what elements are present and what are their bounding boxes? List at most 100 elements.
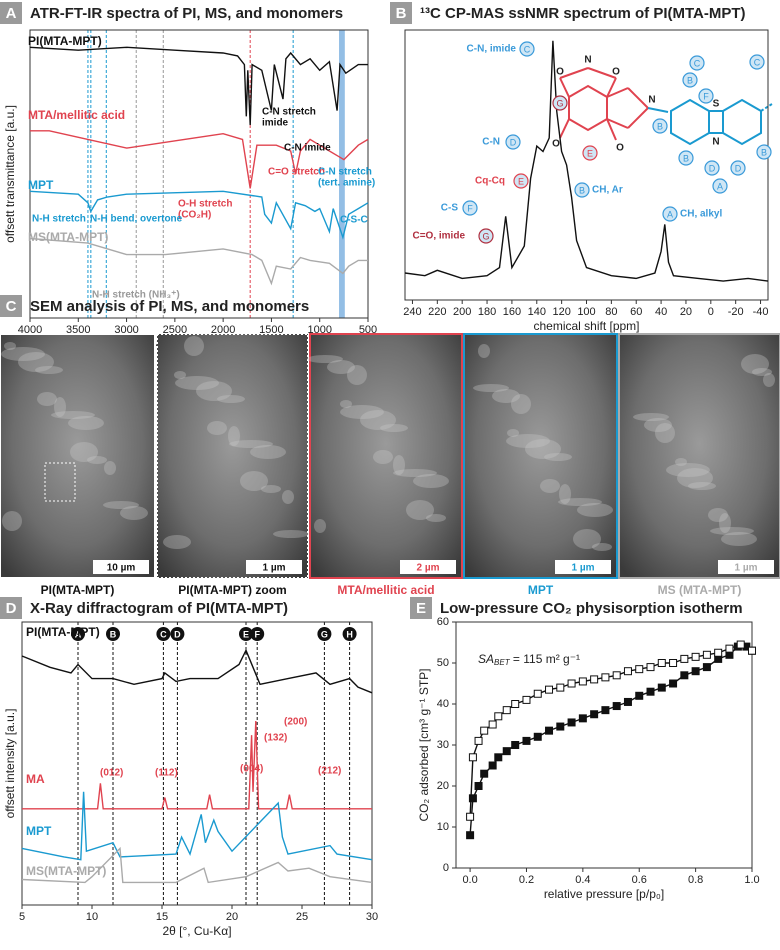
scale-bar-box [93,560,149,574]
data-point [646,663,655,672]
data-point [702,663,711,672]
x-tick-label: 1500 [259,324,283,336]
data-point [545,726,554,735]
x-tick-label: 40 [655,306,667,318]
data-point [669,659,678,667]
series-label: MTA/mellitic acid [28,108,125,122]
sem-texture [174,371,186,379]
x-tick-label: 0 [708,306,714,318]
x-tick-label: 1000 [307,324,331,336]
sem-texture [1,347,45,361]
data-point [567,679,576,688]
x-tick-label: 180 [478,306,496,318]
annotation: C-S-C [340,215,368,226]
structure-circle [689,55,705,71]
data-point [691,667,700,676]
annotation: N-H stretch [32,214,86,225]
sem-texture [68,416,104,430]
structure-circle [582,145,598,161]
sem-texture [229,440,273,448]
x-tick-label: 4000 [18,324,42,336]
annotation: N-H bend, overtone [90,214,183,225]
panel-letter-box [0,2,22,24]
data-point [480,726,489,735]
panel-letter: D [6,600,17,617]
sem-image [463,333,618,579]
label-circle [462,200,478,216]
x-tick-label: 20 [226,911,238,923]
sem-texture [473,384,509,392]
sem-texture [558,498,602,506]
x-tick-label: 20 [680,306,692,318]
data-point [702,650,711,659]
data-point [748,646,756,655]
plot-frame [29,29,369,319]
data-point [468,753,477,762]
sem-texture [393,469,437,477]
sem-texture [511,394,531,414]
sem-texture [340,405,384,419]
data-point [480,769,489,778]
panel-letter: B [396,5,407,22]
sem-texture [507,429,519,437]
sem-texture [544,453,572,461]
data-point [545,685,554,694]
x-tick-label: 100 [577,306,595,318]
annotation: CH, alkyl [680,209,722,220]
x-tick-label: 0.8 [688,874,703,886]
structure-letter: A [717,181,723,191]
panel-letter-box [410,597,432,619]
annotation: N-H stretch (NH₃⁺) [92,290,180,301]
label-circle [574,182,590,198]
sem-texture [688,482,716,490]
x-tick-label: 3500 [66,324,90,336]
data-point [468,794,477,803]
panel-title: SEM analysis of PI, MS, and monomers [30,298,309,315]
x-tick-label: 160 [503,306,521,318]
series-line [21,846,373,884]
peak-marker [342,627,357,641]
structure [559,67,773,146]
annotation: C-S [441,203,459,214]
peak-marker [71,627,85,641]
scale-bar-box [246,560,302,574]
annotation: C-N stretch [262,107,316,118]
data-point [736,640,745,649]
data-point [680,671,689,680]
label-letter: E [518,176,524,186]
sem-texture [677,468,713,488]
label-letter: F [467,203,473,213]
sem-texture [104,461,116,475]
series-label: MPT [26,824,52,838]
x-axis-label: 2θ [°, Cu-Kα] [162,924,231,938]
structure-atom: S [713,99,720,110]
annotation: C-N [482,137,500,148]
sem-texture [633,413,669,421]
annotation: (CO₂H) [178,210,211,221]
label-circle [662,206,678,222]
label-letter: B [579,185,585,195]
x-tick-label: 80 [605,306,617,318]
structure-letter: B [683,153,689,163]
sem-texture [103,501,139,509]
sem-texture [54,397,66,417]
sem-caption: MTA/mellitic acid [337,583,434,597]
annotation: Cq-Cq [475,176,505,187]
scale-bar-label: 1 µm [572,563,595,574]
annotation: CH, Ar [592,185,623,196]
x-tick-label: 120 [552,306,570,318]
series-label: MA [26,772,45,786]
annotation: imide [262,118,289,129]
panel-letter-box [0,295,22,317]
x-tick-label: 3000 [114,324,138,336]
structure-atom: N [648,95,655,106]
x-axis-label: chemical shift [ppm] [533,319,639,333]
label-letter: D [510,137,517,147]
sem-texture [70,442,98,462]
sem-texture [426,514,446,522]
peak-letter: E [243,629,249,639]
sem-texture [406,500,434,520]
series-line [29,190,369,240]
sem-image [618,333,780,579]
y-tick-label: 60 [437,616,449,628]
